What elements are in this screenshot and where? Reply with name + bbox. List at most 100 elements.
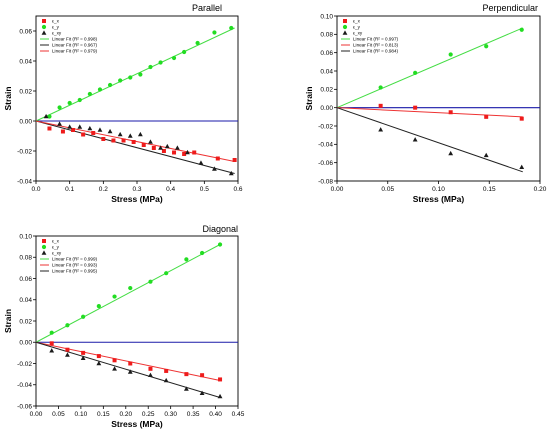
data-point-square xyxy=(81,132,86,137)
y-tick-label: -0.06 xyxy=(17,403,32,410)
data-point-square xyxy=(192,150,197,155)
x-tick-label: 0.3 xyxy=(132,186,141,193)
y-tick-label: 0.08 xyxy=(19,255,32,262)
data-point-triangle xyxy=(164,143,170,149)
data-point-circle xyxy=(138,72,143,77)
y-tick-label: 0.00 xyxy=(19,340,32,347)
data-point-triangle xyxy=(87,125,93,131)
data-point-square xyxy=(448,110,453,115)
legend-marker-circle xyxy=(41,244,47,250)
data-point-triangle xyxy=(228,170,234,176)
data-point-circle xyxy=(128,75,133,80)
legend-label: Linear Fit (R² = 0.967) xyxy=(52,43,98,48)
data-point-circle xyxy=(148,279,153,284)
data-point-triangle xyxy=(97,127,103,132)
x-tick-label: 0.20 xyxy=(119,411,132,418)
y-tick-label: 0.04 xyxy=(19,297,32,304)
x-tick-label: 0.0 xyxy=(31,186,40,193)
data-point-square xyxy=(141,143,146,147)
y-axis-title: Strain xyxy=(3,309,13,333)
data-point-square xyxy=(164,368,169,373)
data-point-triangle xyxy=(67,124,73,129)
data-point-triangle xyxy=(49,348,55,353)
data-point-triangle xyxy=(107,128,113,134)
x-tick-label: 0.30 xyxy=(164,411,177,418)
data-point-square xyxy=(60,129,65,134)
legend-marker-square xyxy=(42,19,46,23)
x-axis-title: Stress (MPa) xyxy=(413,194,465,204)
x-tick-label: 0.05 xyxy=(52,411,65,418)
y-tick-label: 0.08 xyxy=(320,32,333,39)
y-tick-label: 0.06 xyxy=(19,28,32,35)
data-point-square xyxy=(101,137,106,141)
x-tick-label: 0.00 xyxy=(331,186,344,193)
data-point-triangle xyxy=(185,149,190,155)
data-point-circle xyxy=(195,40,200,46)
x-tick-label: 0.20 xyxy=(534,186,547,193)
legend-marker-square xyxy=(343,19,347,23)
fit-line xyxy=(35,120,235,174)
data-point-triangle xyxy=(198,160,204,165)
data-point-square xyxy=(172,150,177,155)
legend-label: Linear Fit (R² = 0.813) xyxy=(353,43,399,48)
legend-label: Linear Fit (R² = 0.998) xyxy=(52,37,98,42)
x-tick-label: 0.4 xyxy=(166,186,175,193)
panel-title: Diagonal xyxy=(202,224,238,234)
data-point-circle xyxy=(229,25,234,31)
legend-marker-triangle xyxy=(342,30,348,35)
y-tick-label: 0.02 xyxy=(19,88,32,95)
data-point-square xyxy=(378,103,383,108)
y-tick-label: 0.04 xyxy=(19,58,32,65)
data-point-circle xyxy=(47,114,52,119)
legend-marker-triangle xyxy=(41,250,47,255)
legend-label: Linear Fit (R² = 0.979) xyxy=(52,49,98,54)
data-point-triangle xyxy=(483,152,489,158)
data-point-square xyxy=(215,156,220,161)
data-point-triangle xyxy=(163,377,169,383)
legend-marker-circle xyxy=(41,24,47,30)
data-point-circle xyxy=(212,30,217,35)
data-point-triangle xyxy=(199,390,205,396)
x-tick-label: 0.10 xyxy=(75,411,88,418)
legend-label: ε_y xyxy=(353,25,361,30)
legend-marker-triangle xyxy=(41,30,47,35)
x-tick-label: 0.35 xyxy=(187,411,200,418)
data-point-triangle xyxy=(137,131,143,137)
y-tick-label: -0.04 xyxy=(318,142,333,149)
fit-line xyxy=(35,27,235,122)
panel-title: Perpendicular xyxy=(482,3,538,13)
data-point-circle xyxy=(49,330,54,335)
data-point-triangle xyxy=(65,352,70,357)
data-point-circle xyxy=(199,250,205,256)
y-tick-label: 0.02 xyxy=(19,318,32,325)
fit-line xyxy=(336,107,523,118)
x-tick-label: 0.15 xyxy=(483,186,496,193)
data-point-circle xyxy=(448,52,453,57)
legend-label: Linear Fit (R² = 0.997) xyxy=(353,37,399,42)
fit-line xyxy=(35,341,221,381)
data-point-square xyxy=(413,105,418,110)
fit-line xyxy=(336,27,523,109)
data-point-square xyxy=(81,350,86,355)
legend-label: ε_y xyxy=(52,25,60,30)
legend-label: Linear Fit (R² = 0.995) xyxy=(52,269,98,274)
legend-label: ε_xy xyxy=(52,251,62,256)
y-tick-label: -0.04 xyxy=(17,178,32,185)
y-tick-label: -0.08 xyxy=(318,178,333,185)
data-point-triangle xyxy=(217,393,223,399)
chart-panel-3: 0.00 0.05 0.10 0.15 0.20 0.25 0.30 0.35 0.40 0.45… xyxy=(3,224,245,429)
y-tick-label: -0.02 xyxy=(17,148,32,155)
fit-line xyxy=(35,341,221,398)
y-tick-label: 0.10 xyxy=(19,233,32,240)
data-point-triangle xyxy=(127,369,133,374)
legend-label: Linear Fit (R² = 0.984) xyxy=(353,49,399,54)
y-tick-label: -0.06 xyxy=(318,160,333,167)
data-point-square xyxy=(49,341,54,346)
data-point-square xyxy=(151,146,156,150)
legend-label: ε_y xyxy=(52,245,60,250)
data-point-square xyxy=(65,347,70,352)
data-point-triangle xyxy=(412,137,418,142)
legend-marker-circle xyxy=(342,24,348,30)
data-point-triangle xyxy=(148,372,153,377)
